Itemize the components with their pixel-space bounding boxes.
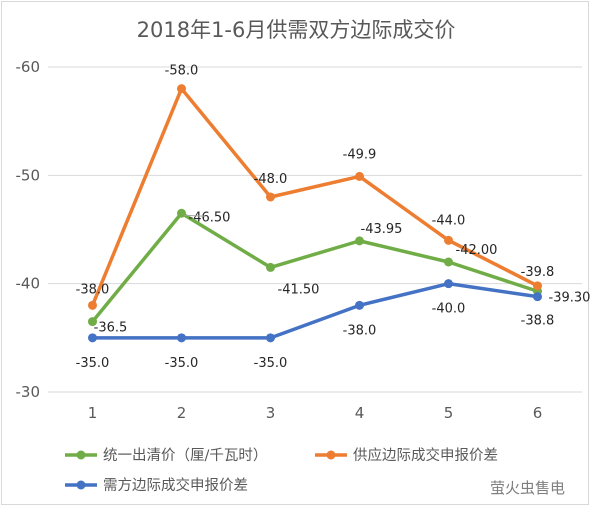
legend-label: 需方边际成交申报价差 <box>103 476 248 494</box>
legend-label: 供应边际成交申报价差 <box>353 446 498 464</box>
data-point <box>355 236 364 246</box>
data-point <box>533 292 542 302</box>
legend-item: 需方边际成交申报价差 <box>65 476 248 494</box>
x-tick-label: 4 <box>355 404 365 422</box>
data-point <box>88 317 97 327</box>
y-tick-label: -40 <box>16 275 41 293</box>
series-1 <box>88 208 542 327</box>
series-line <box>90 86 540 308</box>
watermark-text: 萤火虫售电 <box>490 479 565 497</box>
legend-marker <box>76 450 86 460</box>
data-label: -36.5 <box>94 321 128 336</box>
y-tick-label: -30 <box>16 383 41 401</box>
data-label: -35.0 <box>76 356 110 371</box>
y-tick-label: -60 <box>16 58 41 76</box>
data-label: -38.8 <box>521 314 555 329</box>
grid-lines <box>48 66 582 393</box>
x-tick-label: 6 <box>533 404 543 422</box>
data-point <box>355 300 364 310</box>
y-axis-ticks: -60 -50 -40 -30 <box>16 58 41 401</box>
data-label: -40.0 <box>432 302 466 317</box>
x-tick-label: 5 <box>444 404 454 422</box>
series-3 <box>88 279 542 343</box>
data-point <box>266 333 275 343</box>
data-label: -49.9 <box>343 147 377 162</box>
data-label: -35.0 <box>165 356 199 371</box>
data-label: -43.95 <box>361 222 403 237</box>
data-label: -39.30 <box>549 290 591 305</box>
data-label: -58.0 <box>165 64 199 79</box>
leader-line <box>184 214 206 217</box>
data-point <box>88 333 97 343</box>
series-2 <box>88 84 542 310</box>
series-line <box>90 211 540 324</box>
legend-label: 统一出清价（厘/千瓦时） <box>103 447 267 464</box>
data-label: -44.0 <box>432 213 466 228</box>
data-label: -48.0 <box>254 172 288 187</box>
x-tick-label: 2 <box>177 404 187 422</box>
data-point <box>177 84 186 94</box>
x-tick-label: 1 <box>88 404 98 422</box>
data-label: -41.50 <box>278 282 320 297</box>
series-line <box>90 281 540 340</box>
data-label: -46.50 <box>189 210 231 225</box>
legend-item: 供应边际成交申报价差 <box>315 446 498 464</box>
legend-marker <box>326 450 336 460</box>
data-point <box>266 192 275 202</box>
data-labels: -36.5 -46.50 -41.50 -43.95 -42.00 -39.30 -38.0… <box>76 64 591 371</box>
data-point <box>444 279 453 289</box>
legend-item: 统一出清价（厘/千瓦时） <box>65 447 267 464</box>
series-lines <box>88 84 542 343</box>
data-point <box>533 281 542 291</box>
data-label: -42.00 <box>456 243 498 258</box>
legend-marker <box>76 480 86 490</box>
data-point <box>266 262 275 272</box>
data-label: -38.0 <box>343 323 377 338</box>
data-label: -38.0 <box>76 282 110 297</box>
chart-title: 2018年1-6月供需双方边际成交价 <box>137 18 456 42</box>
data-label: -39.8 <box>521 265 555 280</box>
data-label: -35.0 <box>254 356 288 371</box>
data-point <box>177 208 186 218</box>
data-point <box>355 171 364 181</box>
data-point <box>88 300 97 310</box>
x-tick-label: 3 <box>266 404 276 422</box>
y-tick-label: -50 <box>16 166 41 184</box>
data-point <box>444 235 453 245</box>
x-axis-ticks: 1 2 3 4 5 6 <box>88 404 543 422</box>
data-point <box>177 333 186 343</box>
data-point <box>444 257 453 267</box>
